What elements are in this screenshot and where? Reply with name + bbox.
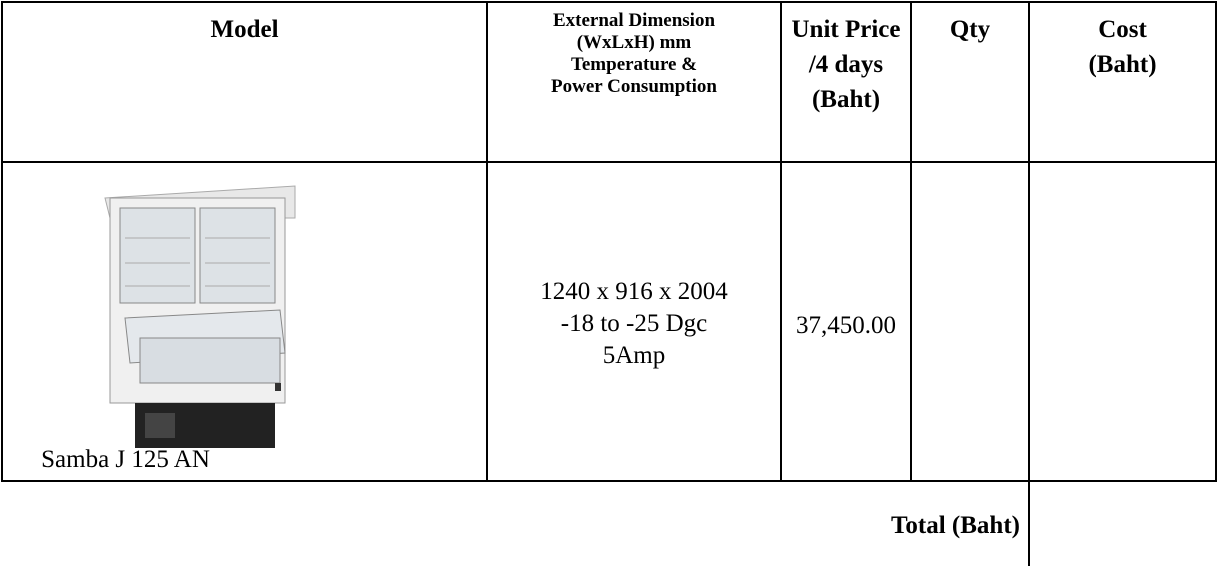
body-cell: 1240 x 916 x 2004 -18 to -25 Dgc 5Amp (488, 276, 780, 372)
header-text: /4 days (782, 47, 910, 82)
header-cell: External Dimension (WxLxH) mm Temperatur… (488, 10, 780, 98)
spec-text: 1240 x 916 x 2004 (488, 276, 780, 308)
border (1, 161, 1217, 163)
header-text: Cost (1030, 12, 1215, 47)
border (1028, 1, 1030, 566)
header-text: (Baht) (782, 82, 910, 117)
header-cell: Model (3, 12, 486, 47)
body-cell: 37,450.00 (782, 310, 910, 342)
header-text: Qty (912, 12, 1028, 47)
header-text: Temperature & (488, 54, 780, 76)
header-text: (WxLxH) mm (488, 32, 780, 54)
body-cell: Samba J 125 AN (3, 444, 248, 476)
header-text: Model (3, 12, 486, 47)
header-cell: Cost (Baht) (1030, 12, 1215, 82)
header-text: (Baht) (1030, 47, 1215, 82)
spec-text: 5Amp (488, 340, 780, 372)
header-cell: Qty (912, 12, 1028, 47)
header-cell: Unit Price /4 days (Baht) (782, 12, 910, 117)
border (910, 1, 912, 482)
border (1, 480, 1217, 482)
header-text: External Dimension (488, 10, 780, 32)
border (1, 1, 1217, 3)
price: 37,450.00 (782, 310, 910, 342)
border (1215, 1, 1217, 482)
model-name: Samba J 125 AN (3, 444, 248, 476)
header-text: Unit Price (782, 12, 910, 47)
total-label: Total (Baht) (700, 508, 1020, 543)
header-text: Power Consumption (488, 76, 780, 98)
product-image (95, 178, 305, 468)
border (1, 1, 3, 482)
total-cell: Total (Baht) (700, 508, 1020, 543)
spec-text: -18 to -25 Dgc (488, 308, 780, 340)
page: {"table": { "header": { "model": "Model"… (0, 0, 1218, 566)
